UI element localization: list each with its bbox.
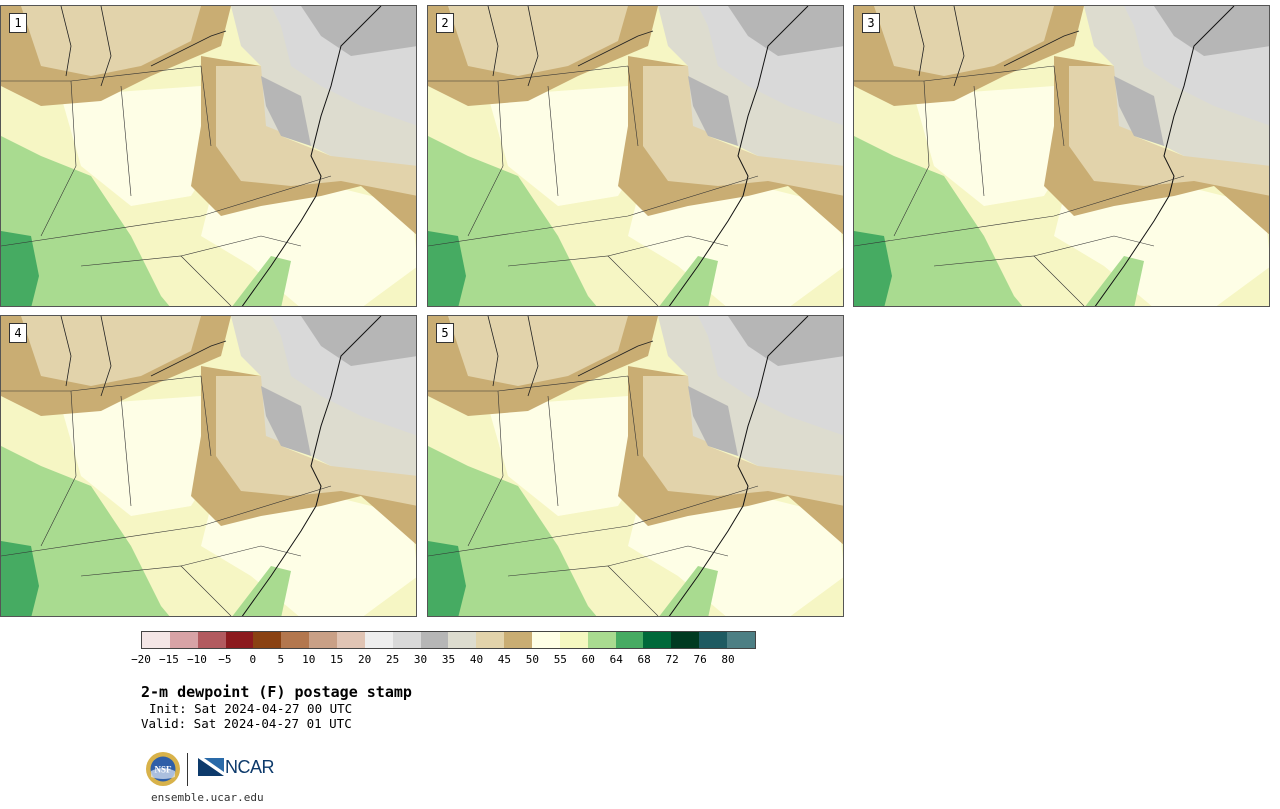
member-number: 5 [436,323,454,343]
colorbar-swatch [225,632,254,648]
ncar-mark-icon [198,758,224,776]
colorbar-tick-label: 64 [609,653,623,666]
init-time: Init: Sat 2024-04-27 00 UTC [149,701,353,716]
member-number: 3 [862,13,880,33]
colorbar-tick-label: −15 [159,653,179,666]
colorbar-tick-label: 25 [385,653,400,666]
map-panel-2: 2 [427,5,844,307]
colorbar-swatch [392,632,421,648]
colorbar-tick-label: 80 [721,653,735,666]
colorbar-tick-label: 40 [469,653,484,666]
member-number: 4 [9,323,27,343]
product-title: 2-m dewpoint (F) postage stamp [141,683,412,701]
site-url[interactable]: ensemble.ucar.edu [151,791,264,804]
colorbar-tick-label: −5 [218,653,232,666]
colorbar-tick-label: 72 [665,653,679,666]
colorbar-swatch [364,632,393,648]
colorbar-tick-label: 0 [249,653,257,666]
colorbar-swatch [671,632,700,648]
colorbar-swatch [142,632,170,648]
colorbar-swatch [559,632,588,648]
colorbar-tick-label: 76 [693,653,707,666]
colorbar-tick-label: 10 [302,653,316,666]
ncar-logo-text: NCAR [225,757,275,777]
colorbar-swatch [532,632,560,648]
logo-divider [187,753,188,786]
map-panel-1: 1 [0,5,417,307]
colorbar-tick-label: −10 [186,653,207,666]
colorbar-tick-label: 50 [525,653,539,666]
map-panel-3: 3 [853,5,1270,307]
member-number: 2 [436,13,454,33]
colorbar-swatch [643,632,672,648]
colorbar-tick-label: 30 [413,653,428,666]
colorbar-swatch [197,632,226,648]
colorbar-swatch [169,632,198,648]
colorbar-swatch [337,632,365,648]
colorbar-tick-label: 60 [581,653,595,666]
colorbar-ticks: −20 −15 −10 −5 0 5 10 15 20 25 30 35 40 45 50 55 60 64 68 7… [131,653,756,667]
valid-time: Valid: Sat 2024-04-27 01 UTC [141,716,352,731]
colorbar-tick-label: 55 [553,653,567,666]
colorbar [141,631,756,649]
nsf-logo: NSF [146,752,180,786]
colorbar-swatch [504,632,533,648]
map-panel-5: 5 [427,315,844,617]
colorbar-swatch [727,632,755,648]
colorbar-tick-label: −20 [131,653,151,666]
colorbar-swatch [253,632,282,648]
colorbar-swatch [587,632,616,648]
colorbar-swatch [615,632,644,648]
colorbar-swatch [699,632,728,648]
colorbar-swatch [448,632,477,648]
colorbar-tick-label: 68 [637,653,651,666]
colorbar-swatch [420,632,449,648]
colorbar-tick-label: 5 [277,653,285,666]
member-number: 1 [9,13,27,33]
colorbar-tick-label: 15 [330,653,344,666]
colorbar-swatch [281,632,310,648]
colorbar-tick-label: 20 [358,653,372,666]
colorbar-tick-label: 45 [497,653,512,666]
map-panel-4: 4 [0,315,417,617]
colorbar-swatch [309,632,338,648]
nsf-logo-text: NSF [154,765,172,775]
colorbar-swatch [476,632,505,648]
colorbar-tick-label: 35 [441,653,456,666]
